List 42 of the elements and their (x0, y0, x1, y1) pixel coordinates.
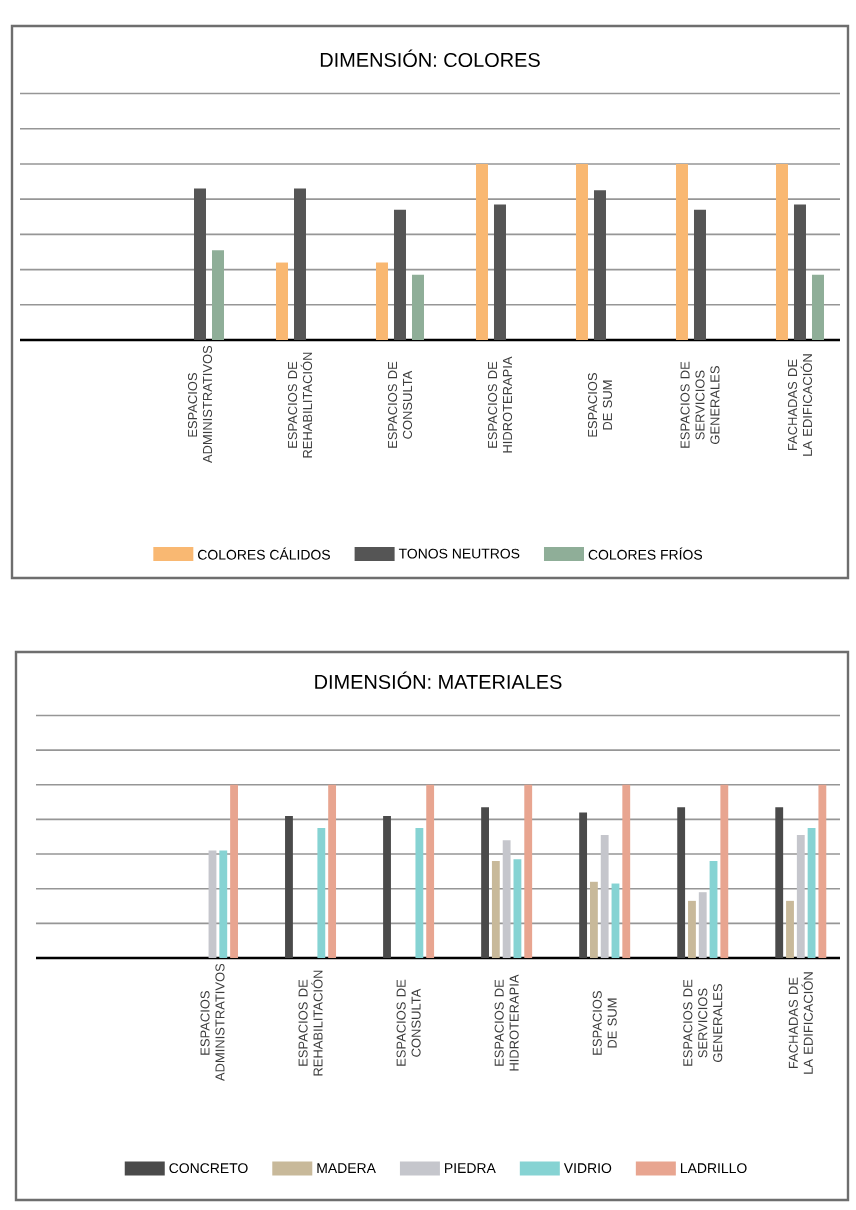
bar (415, 828, 424, 959)
bar (383, 815, 391, 959)
bar (796, 835, 805, 959)
bar (212, 250, 224, 341)
bar (775, 163, 788, 341)
bar (818, 784, 827, 959)
bar (786, 900, 794, 959)
bar (502, 840, 511, 959)
bar (317, 828, 326, 959)
chart-title: DIMENSIÓN: COLORES (320, 49, 540, 68)
bar (698, 892, 707, 959)
bar (593, 190, 606, 341)
bar (493, 204, 506, 341)
bar (622, 784, 631, 959)
bar (775, 807, 784, 959)
bar (575, 163, 588, 341)
bar (811, 274, 824, 341)
bar (194, 188, 206, 341)
bar (219, 850, 228, 959)
bar (579, 812, 588, 959)
bar (720, 784, 729, 959)
bar (276, 262, 288, 341)
bar (426, 784, 435, 959)
bar (328, 784, 337, 959)
bar (393, 209, 406, 341)
bar (688, 900, 696, 959)
bar (589, 881, 598, 959)
chart-title: DIMENSIÓN: MATERIALES (315, 671, 562, 690)
bar (475, 163, 488, 341)
bar (793, 204, 806, 341)
bar (693, 209, 706, 341)
bar (481, 807, 489, 959)
bar (600, 835, 609, 959)
bar (285, 815, 293, 959)
bar (294, 188, 306, 341)
bar (230, 784, 238, 959)
bar (375, 262, 388, 341)
bar (524, 784, 533, 959)
bar (411, 274, 424, 341)
bar (677, 807, 686, 959)
bar (675, 163, 688, 341)
bar (491, 861, 500, 959)
